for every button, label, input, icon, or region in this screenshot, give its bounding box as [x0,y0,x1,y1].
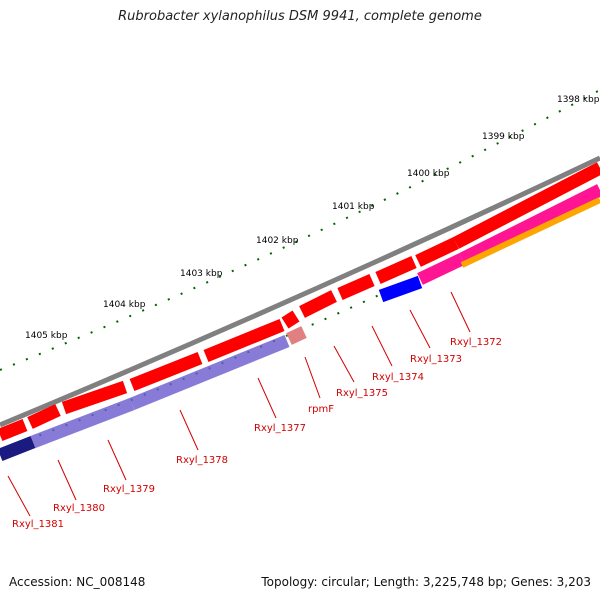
gene-arrow [281,310,300,329]
gene-arrow [0,418,28,442]
gene-label: Rxyl_1379 [103,484,155,495]
scale-label: 1400 kbp [407,169,450,179]
scale-label: 1403 kbp [180,269,223,279]
forward-cds-track [0,162,600,442]
gene-arrow [203,318,285,363]
gene-arrow [0,435,36,462]
leader-line [57,459,77,501]
scale-label: 1399 kbp [482,132,525,142]
gene-label: Rxyl_1377 [254,423,306,434]
topology-text: Topology: circular; Length: 3,225,748 bp… [261,575,591,589]
leader-line [450,291,471,333]
gene-label: Rxyl_1374 [372,372,424,383]
gene-label: Rxyl_1373 [410,354,462,365]
gene-arrow [337,274,375,300]
gene-label: rpmF [308,404,334,415]
gene-label: Rxyl_1381 [12,519,64,530]
scale-label: 1402 kbp [256,236,299,246]
gene-arrow [129,351,203,392]
gene-label: Rxyl_1378 [176,455,228,466]
gene-arrow [286,326,307,345]
gene-arrow [378,275,423,303]
leader-line [304,356,321,399]
leader-line [7,475,31,517]
gene-arrow [459,184,600,265]
gene-arrow [460,197,600,268]
leader-line [107,439,127,481]
scale-label: 1404 kbp [103,300,146,310]
gene-arrow [129,334,290,411]
accession-text: Accession: NC_008148 [9,575,146,589]
scale-label: 1401 kbp [332,202,375,212]
scale-labels: 1398 kbp 1399 kbp 1400 kbp 1401 kbp 1402… [25,95,600,341]
gene-label: Rxyl_1375 [336,388,388,399]
gene-arrow [30,397,135,449]
gene-label: Rxyl_1372 [450,337,502,348]
gene-arrow [27,404,61,429]
leader-line [179,409,199,451]
gene-arrow [415,237,459,267]
gene-labels: Rxyl_1372 Rxyl_1373 Rxyl_1374 Rxyl_1375 … [12,337,502,530]
gene-label: Rxyl_1380 [53,503,105,514]
gene-arrow [299,290,337,318]
genome-backbone [0,155,600,428]
leader-line [333,345,355,383]
scale-label: 1398 kbp [557,95,600,105]
gene-arrow [452,162,600,249]
scale-label: 1405 kbp [25,331,68,341]
leader-line [409,309,431,349]
label-leaders [7,291,471,517]
map-title: Rubrobacter xylanophilus DSM 9941, compl… [118,9,482,24]
gene-arrow [417,253,465,285]
gene-arrow [375,256,417,284]
reverse-cds-track [0,184,600,462]
leader-line [257,377,277,419]
leader-line [371,325,393,367]
gene-arrow [61,380,128,415]
